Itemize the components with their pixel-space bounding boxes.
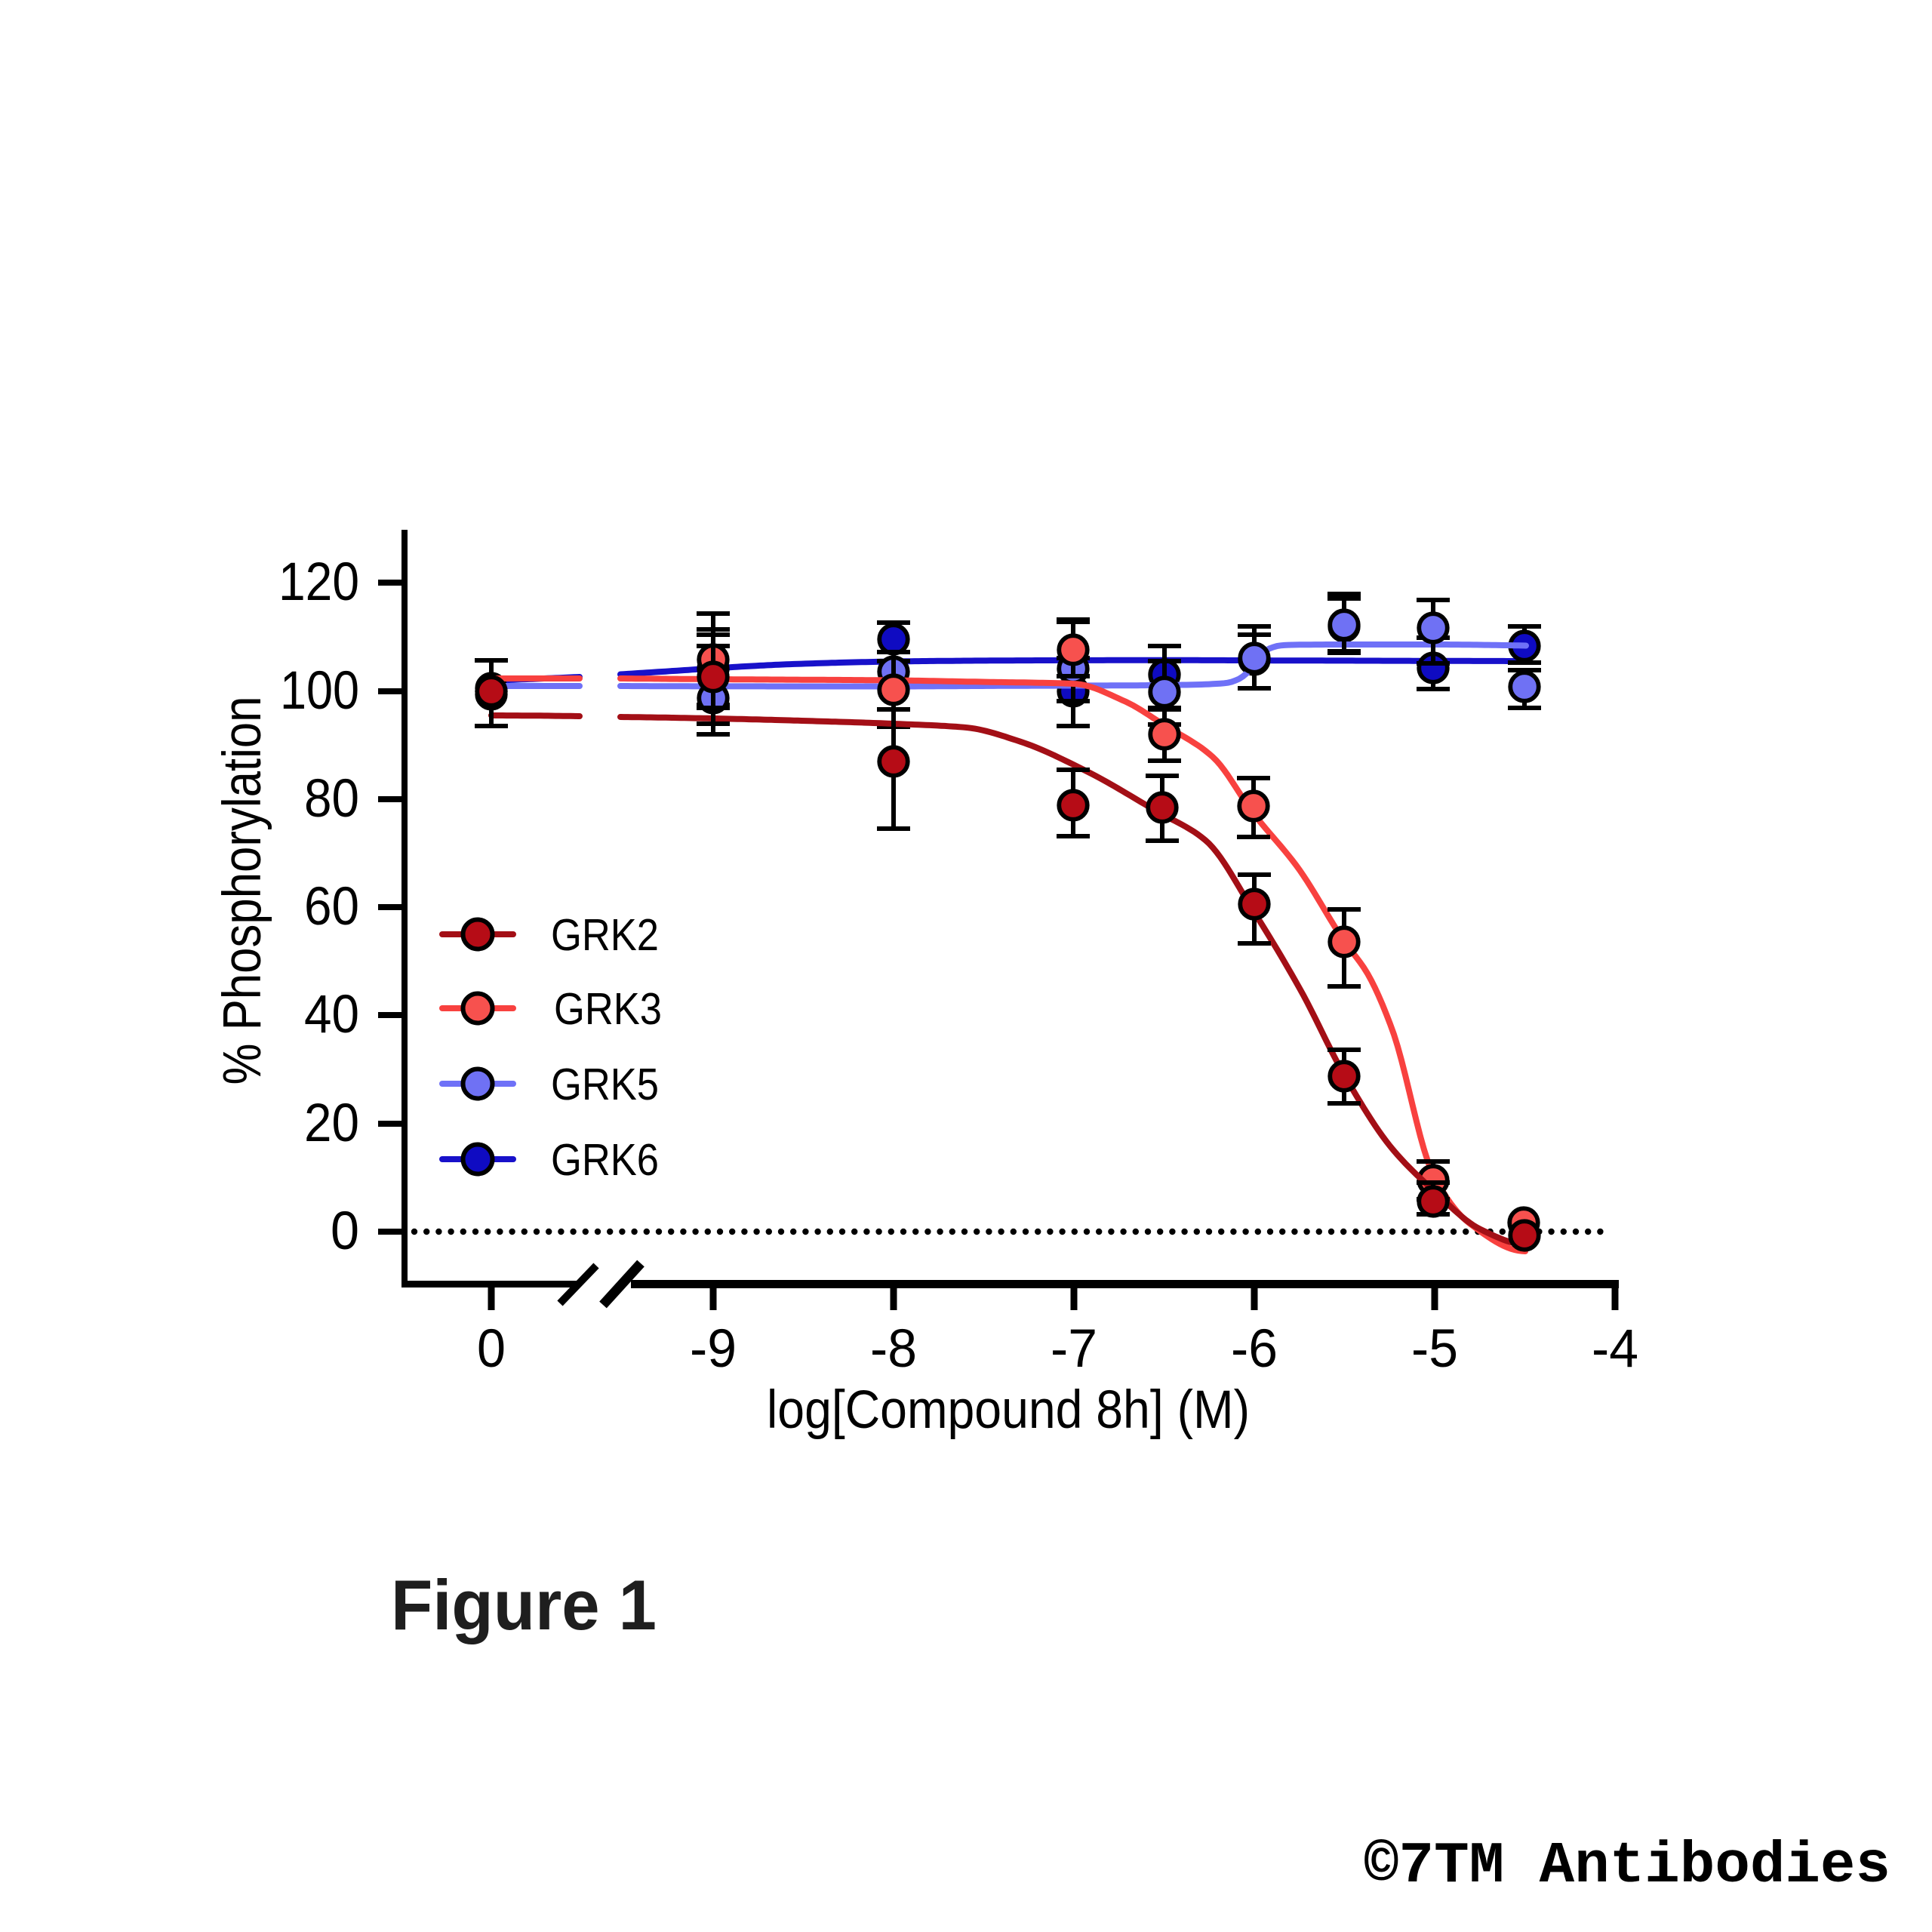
svg-text:40: 40	[304, 985, 359, 1044]
svg-text:-4: -4	[1592, 1319, 1638, 1379]
svg-text:GRK6: GRK6	[551, 1135, 659, 1185]
svg-text:20: 20	[304, 1094, 359, 1153]
svg-text:60: 60	[304, 877, 359, 937]
svg-text:80: 80	[304, 769, 359, 829]
svg-text:-6: -6	[1231, 1319, 1278, 1379]
svg-text:0: 0	[477, 1319, 506, 1379]
svg-text:Figure 1: Figure 1	[391, 1565, 657, 1644]
svg-text:-9: -9	[690, 1319, 737, 1379]
svg-text:100: 100	[280, 661, 359, 721]
svg-text:©7TM Antibodies: ©7TM Antibodies	[1364, 1834, 1890, 1900]
svg-text:-8: -8	[870, 1319, 917, 1379]
svg-text:-5: -5	[1411, 1319, 1458, 1379]
svg-text:% Phosphorylation: % Phosphorylation	[213, 697, 272, 1085]
svg-text:-7: -7	[1051, 1319, 1097, 1379]
svg-text:GRK5: GRK5	[551, 1060, 659, 1109]
svg-text:log[Compound 8h] (M): log[Compound 8h] (M)	[767, 1380, 1250, 1440]
svg-text:GRK2: GRK2	[551, 910, 659, 960]
svg-text:0: 0	[331, 1201, 359, 1261]
svg-text:120: 120	[278, 552, 359, 612]
svg-text:GRK3: GRK3	[554, 984, 662, 1034]
